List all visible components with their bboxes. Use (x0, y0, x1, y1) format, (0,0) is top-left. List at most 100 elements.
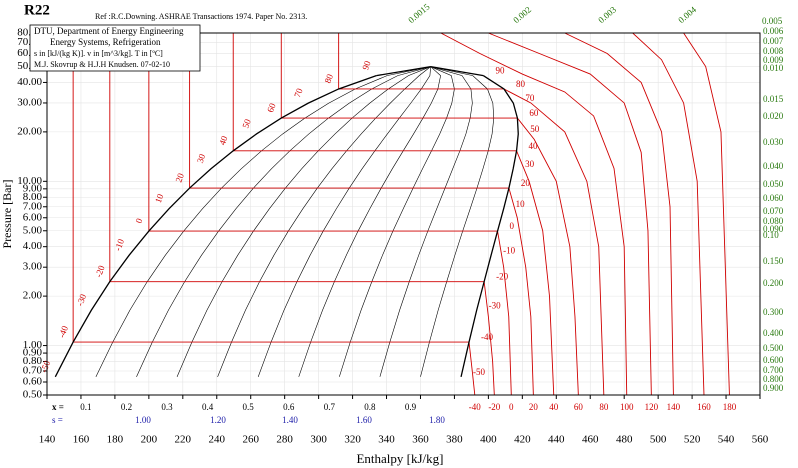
volume-label: 0.060 (763, 193, 784, 203)
plot-frame (46, 32, 761, 396)
volume-label: 0.008 (763, 46, 784, 56)
isotherm-label: 60 (574, 402, 584, 412)
volume-label: 0.007 (763, 36, 784, 46)
x-tick-label: 540 (718, 434, 735, 446)
y-tick-label: 8.00 (23, 191, 43, 203)
x-tick-label: 340 (378, 434, 395, 446)
y-tick-label: 30.00 (17, 96, 42, 108)
x-tick-label: 300 (310, 434, 327, 446)
saturated-vapor-line-top (430, 66, 484, 77)
saturated-vapor-line (460, 75, 519, 377)
plot-area (47, 33, 760, 395)
quality-label: 0.6 (283, 402, 295, 412)
x-tick-label: 260 (242, 434, 259, 446)
isotherm (109, 33, 495, 396)
volume-label: 0.0015 (406, 1, 432, 25)
y-tick-label: 40.00 (17, 76, 42, 88)
reference: Ref :R.C.Downing. ASHRAE Transactions 19… (95, 12, 307, 21)
y-tick-label: 4.00 (23, 240, 43, 252)
y-tick-label: 2.00 (23, 290, 43, 302)
x-tick-label: 180 (107, 434, 124, 446)
isotherm (488, 32, 652, 396)
saturation-temp-label: 10 (153, 192, 166, 204)
isotherm-label: 120 (645, 402, 659, 412)
isotherm-label: 140 (667, 402, 681, 412)
x-tick-label: 220 (175, 434, 192, 446)
saturation-temp-label: 90 (495, 66, 505, 76)
volume-label: 0.015 (763, 94, 784, 104)
saturation-temp-label: 40 (529, 141, 539, 151)
quality-line (379, 66, 473, 377)
y-tick-label: 1.00 (23, 339, 43, 351)
y-tick-label: 7.00 (23, 200, 43, 212)
x-axis-label: Enthalpy [kJ/kg] (356, 451, 443, 466)
isotherm-label: 80 (599, 402, 609, 412)
volume-label: 0.030 (763, 137, 784, 147)
isotherm (280, 33, 579, 396)
volume-label: 0.090 (763, 224, 784, 234)
saturation-temp-label: 40 (217, 134, 230, 146)
saturation-temp-label: -40 (481, 332, 493, 342)
saturation-temp-label: 60 (529, 108, 539, 118)
x-tick-label: 400 (480, 434, 497, 446)
entropy-label: 1.00 (135, 415, 151, 425)
y-tick-label: 0.80 (23, 355, 43, 367)
quality-label: 0.4 (202, 402, 214, 412)
isotherm-label: 40 (549, 402, 559, 412)
quality-label: 0.5 (243, 402, 255, 412)
saturation-temp-label: -50 (39, 359, 53, 374)
saturation-temp-label: -20 (93, 264, 107, 279)
saturation-temp-label: 90 (360, 59, 373, 71)
y-tick-label: 0.50 (23, 389, 43, 401)
saturation-temp-label: 10 (516, 199, 526, 209)
volume-label: 0.400 (763, 328, 784, 338)
quality-label: 0.8 (364, 402, 376, 412)
saturation-temp-label: 0 (134, 216, 145, 224)
x-tick-label: 160 (73, 434, 90, 446)
saturation-temp-label: 50 (240, 117, 253, 129)
x-tick-label: 480 (616, 434, 633, 446)
info-line: M.J. Skovrup & H.J.H Knudsen. 07-02-10 (34, 60, 170, 69)
volume-label: 0.004 (676, 4, 698, 25)
isotherm-label: 20 (529, 402, 539, 412)
saturation-temp-label: 70 (525, 93, 535, 103)
quality-line (136, 66, 431, 377)
saturation-temp-label: 70 (292, 86, 305, 98)
y-tick-label: 0.90 (23, 347, 43, 359)
isotherm-label: 0 (509, 402, 514, 412)
y-tick-label: 6.00 (23, 211, 43, 223)
quality-label: 0.2 (121, 402, 132, 412)
volume-label: 0.10 (763, 230, 779, 240)
volume-label: 0.009 (763, 55, 784, 65)
chart-title: R22 (24, 2, 50, 18)
saturation-temp-label: 30 (525, 159, 535, 169)
isotherm (683, 32, 730, 396)
quality-line (420, 66, 495, 377)
volume-label: 0.700 (763, 365, 784, 375)
y-tick-label: 0.60 (23, 376, 43, 388)
saturation-temp-label: 80 (516, 79, 526, 89)
y-tick-label: 9.00 (23, 182, 43, 194)
quality-label: 0.9 (405, 402, 417, 412)
y-tick-label: 3.00 (23, 261, 43, 273)
x-tick-label: 380 (446, 434, 463, 446)
saturation-temp-label: 50 (530, 124, 540, 134)
saturation-temp-label: -50 (473, 367, 485, 377)
x-tick-label: 280 (276, 434, 293, 446)
volume-label: 0.050 (763, 179, 784, 189)
quality-line (176, 66, 431, 377)
volume-label: 0.500 (763, 343, 784, 353)
x-tick-label: 440 (548, 434, 565, 446)
saturation-temp-label: -40 (57, 324, 71, 339)
x-tick-label: 420 (514, 434, 531, 446)
y-tick-label: 20.00 (17, 125, 42, 137)
entropy-label: 1.80 (429, 415, 445, 425)
volume-label: 0.005 (762, 16, 783, 26)
saturation-temp-label: 30 (195, 152, 208, 164)
x-tick-label: 240 (209, 434, 226, 446)
isotherm (148, 33, 512, 396)
y-axis-label: Pressure [Bar] (0, 180, 14, 249)
isotherm (440, 32, 628, 396)
info-line: DTU, Department of Energy Engineering (34, 26, 184, 36)
isotherm-label: 100 (620, 402, 634, 412)
